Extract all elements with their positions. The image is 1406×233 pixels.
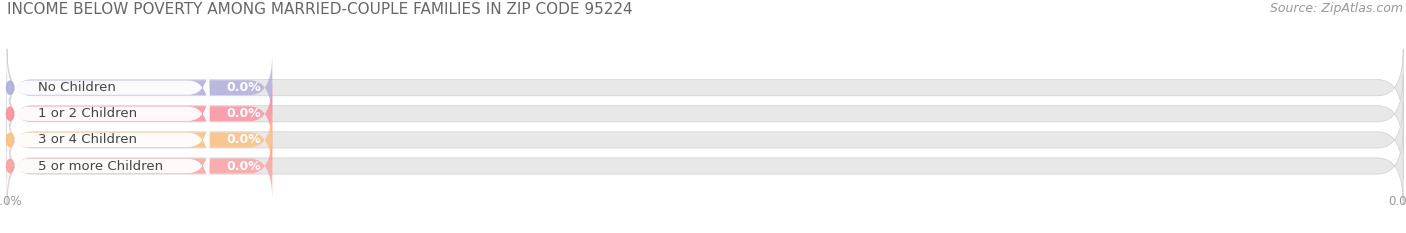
Circle shape — [7, 159, 14, 173]
FancyBboxPatch shape — [7, 53, 273, 122]
Text: 0.0%: 0.0% — [226, 81, 262, 94]
Text: 1 or 2 Children: 1 or 2 Children — [38, 107, 136, 120]
Text: 0.0%: 0.0% — [226, 107, 262, 120]
Circle shape — [7, 133, 14, 147]
FancyBboxPatch shape — [7, 56, 209, 120]
FancyBboxPatch shape — [7, 79, 273, 148]
Text: 5 or more Children: 5 or more Children — [38, 160, 163, 172]
FancyBboxPatch shape — [7, 106, 273, 174]
Text: 0.0%: 0.0% — [226, 134, 262, 146]
FancyBboxPatch shape — [7, 101, 1403, 179]
FancyBboxPatch shape — [7, 49, 1403, 127]
FancyBboxPatch shape — [7, 134, 209, 198]
Text: 0.0%: 0.0% — [226, 160, 262, 172]
Circle shape — [7, 107, 14, 120]
Text: INCOME BELOW POVERTY AMONG MARRIED-COUPLE FAMILIES IN ZIP CODE 95224: INCOME BELOW POVERTY AMONG MARRIED-COUPL… — [7, 2, 633, 17]
FancyBboxPatch shape — [7, 108, 209, 172]
Circle shape — [7, 81, 14, 94]
FancyBboxPatch shape — [7, 132, 273, 200]
FancyBboxPatch shape — [7, 75, 1403, 153]
Text: 3 or 4 Children: 3 or 4 Children — [38, 134, 136, 146]
FancyBboxPatch shape — [7, 127, 1403, 205]
Text: Source: ZipAtlas.com: Source: ZipAtlas.com — [1270, 2, 1403, 15]
FancyBboxPatch shape — [7, 82, 209, 146]
Text: No Children: No Children — [38, 81, 115, 94]
